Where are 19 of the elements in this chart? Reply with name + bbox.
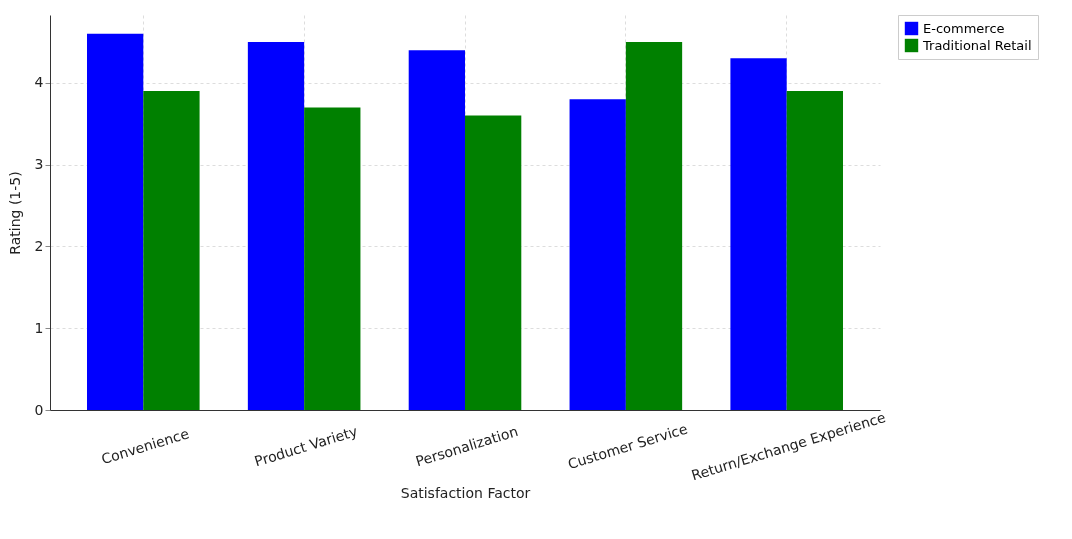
bar	[465, 115, 522, 410]
y-axis-title: Rating (1-5)	[6, 171, 23, 255]
bar	[730, 58, 787, 410]
bar	[304, 107, 361, 410]
bar	[569, 99, 626, 410]
legend-label: E-commerce	[923, 20, 1005, 36]
y-tick-label: 3	[34, 156, 44, 173]
legend-label: Traditional Retail	[922, 37, 1032, 53]
bar	[786, 91, 843, 410]
y-tick-label: 1	[34, 319, 44, 336]
bar	[408, 50, 465, 410]
x-axis-title: Satisfaction Factor	[400, 485, 531, 502]
bar	[143, 91, 200, 410]
y-tick-label: 2	[34, 237, 44, 254]
bar	[247, 41, 305, 410]
bar	[625, 41, 683, 410]
y-tick-label: 0	[34, 401, 44, 418]
y-tick-label: 4	[34, 74, 44, 91]
bar	[87, 33, 144, 410]
